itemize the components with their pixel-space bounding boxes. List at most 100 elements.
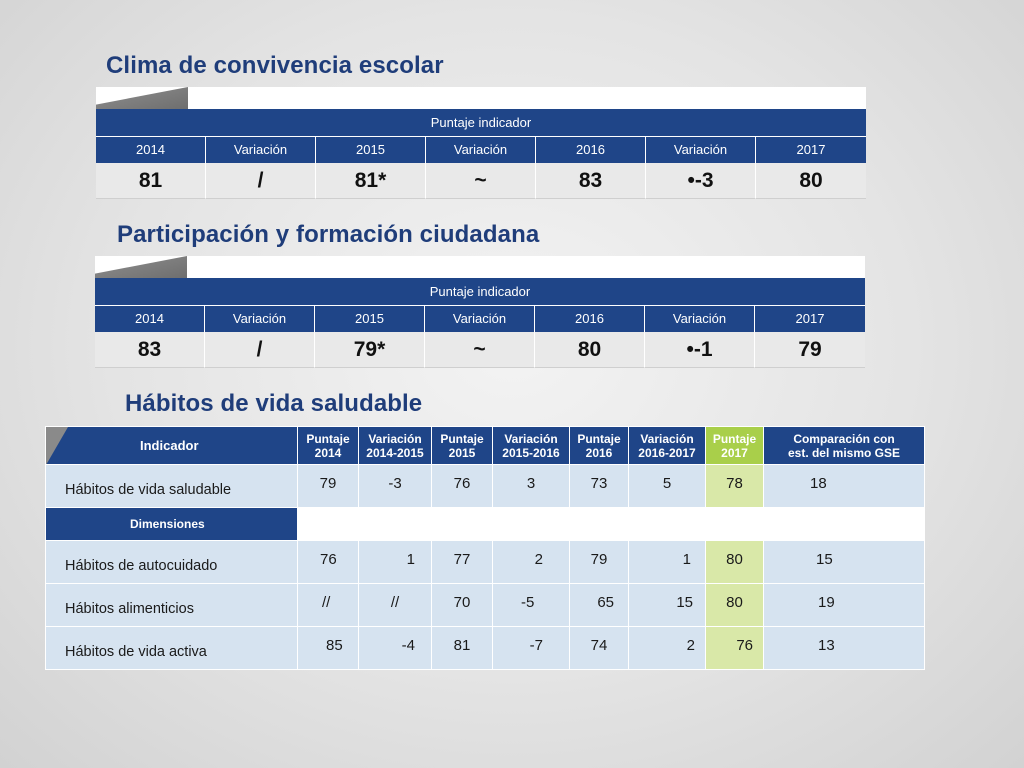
dimensions-header: Dimensiones (45, 507, 298, 541)
value-cell: 13 (763, 626, 925, 670)
value-cell: // (358, 583, 432, 627)
value-cell: 79 (755, 332, 865, 368)
indicator-header: Indicador (45, 426, 298, 465)
header-cell: 2016 (536, 137, 646, 163)
col-header-line1: Comparación con (793, 431, 895, 446)
value-cell: 3 (492, 464, 570, 508)
table-header-row: 2014 Variación 2015 Variación 2016 Varia… (96, 137, 866, 163)
value-cell: ~ (426, 163, 536, 199)
table-row: Hábitos de vida activa 85 -4 81 -7 74 2 … (45, 626, 925, 670)
value-cell: 79 (297, 464, 359, 508)
col-header: Variación 2014-2015 (358, 426, 432, 465)
value-cell: 77 (431, 540, 493, 584)
header-cell: 2017 (755, 306, 865, 332)
header-cell: Variación (206, 137, 316, 163)
col-header-highlight: Puntaje 2017 (705, 426, 764, 465)
header-cell: 2015 (315, 306, 425, 332)
col-header: Comparación con est. del mismo GSE (763, 426, 925, 465)
value-cell: 81 (96, 163, 206, 199)
col-header-line2: 2017 (721, 445, 748, 460)
value-cell: / (206, 163, 316, 199)
table-header-row: 2014 Variación 2015 Variación 2016 Varia… (95, 306, 865, 332)
table-band-title: Puntaje indicador (95, 278, 865, 306)
dimensions-row: Dimensiones (45, 507, 925, 541)
value-cell: 15 (628, 583, 706, 627)
value-cell: -4 (358, 626, 432, 670)
habitos-header-row: Indicador Puntaje 2014 Variación 2014-2015… (45, 426, 925, 465)
row-label: Hábitos alimenticios (45, 583, 298, 627)
col-header-line1: Puntaje (306, 431, 350, 446)
value-cell: 2 (628, 626, 706, 670)
value-cell: 76 (431, 464, 493, 508)
value-cell: 73 (569, 464, 629, 508)
col-header-line1: Variación (368, 431, 422, 446)
table-value-row: 83 / 79* ~ 80 •-1 79 (95, 332, 865, 368)
header-cell: Variación (426, 137, 536, 163)
table-tab-decoration (95, 256, 187, 278)
col-header-line2: 2015-2016 (502, 445, 560, 460)
col-header-line2: 2014-2015 (366, 445, 424, 460)
col-header-line2: 2016 (585, 445, 613, 460)
value-cell: 83 (536, 163, 646, 199)
value-cell: 80 (535, 332, 645, 368)
value-cell: 79* (315, 332, 425, 368)
header-cell: Variación (646, 137, 756, 163)
value-cell: -7 (492, 626, 570, 670)
col-header-line1: Puntaje (577, 431, 621, 446)
col-header-line1: Variación (504, 431, 558, 446)
value-cell-highlight: 76 (705, 626, 764, 670)
header-cell: 2014 (95, 306, 205, 332)
col-header: Variación 2016-2017 (628, 426, 706, 465)
header-cell: 2015 (316, 137, 426, 163)
value-cell: 65 (569, 583, 629, 627)
value-cell: -5 (492, 583, 570, 627)
table-value-row: 81 / 81* ~ 83 •-3 80 (96, 163, 866, 199)
table-tab-strip (96, 87, 866, 109)
col-header-line1: Variación (640, 431, 694, 446)
value-cell: 5 (628, 464, 706, 508)
row-label: Hábitos de vida saludable (45, 464, 298, 508)
value-cell: 19 (763, 583, 925, 627)
value-cell: 2 (492, 540, 570, 584)
value-cell: 70 (431, 583, 493, 627)
value-cell: 85 (297, 626, 359, 670)
col-header-line1: Puntaje (440, 431, 484, 446)
value-cell: / (205, 332, 315, 368)
col-header: Puntaje 2016 (569, 426, 629, 465)
header-cell: 2016 (535, 306, 645, 332)
row-label: Hábitos de vida activa (45, 626, 298, 670)
value-cell: // (297, 583, 359, 627)
col-header-line2: 2015 (448, 445, 476, 460)
table-row: Hábitos de vida saludable 79 -3 76 3 73 … (45, 464, 925, 508)
col-header: Puntaje 2015 (431, 426, 493, 465)
dimensions-blank (297, 507, 925, 541)
col-header-line2: est. del mismo GSE (787, 445, 901, 460)
value-cell: •-3 (646, 163, 756, 199)
value-cell: 74 (569, 626, 629, 670)
section-title-habitos: Hábitos de vida saludable (125, 390, 423, 417)
value-cell: 81 (431, 626, 493, 670)
value-cell-highlight: 80 (705, 540, 764, 584)
row-label: Hábitos de autocuidado (45, 540, 298, 584)
header-corner-decoration (46, 427, 68, 464)
value-cell: 79 (569, 540, 629, 584)
header-cell: Variación (645, 306, 755, 332)
value-cell: ~ (425, 332, 535, 368)
value-cell: 81* (316, 163, 426, 199)
value-cell: 15 (763, 540, 925, 584)
indicator-header-label: Indicador (140, 438, 199, 453)
col-header: Puntaje 2014 (297, 426, 359, 465)
value-cell: 83 (95, 332, 205, 368)
value-cell: 18 (763, 464, 925, 508)
habitos-table: Indicador Puntaje 2014 Variación 2014-2015… (45, 426, 925, 670)
score-table-participacion: Puntaje indicador 2014 Variación 2015 Va… (95, 256, 865, 368)
table-tab-decoration (96, 87, 188, 109)
section-title-clima: Clima de convivencia escolar (106, 52, 444, 79)
table-row: Hábitos alimenticios // // 70 -5 65 15 8… (45, 583, 925, 627)
table-tab-strip (95, 256, 865, 278)
value-cell-highlight: 78 (705, 464, 764, 508)
value-cell: 76 (297, 540, 359, 584)
col-header-line1: Puntaje (712, 431, 757, 446)
col-header-line2: 2016-2017 (638, 445, 696, 460)
col-header: Variación 2015-2016 (492, 426, 570, 465)
